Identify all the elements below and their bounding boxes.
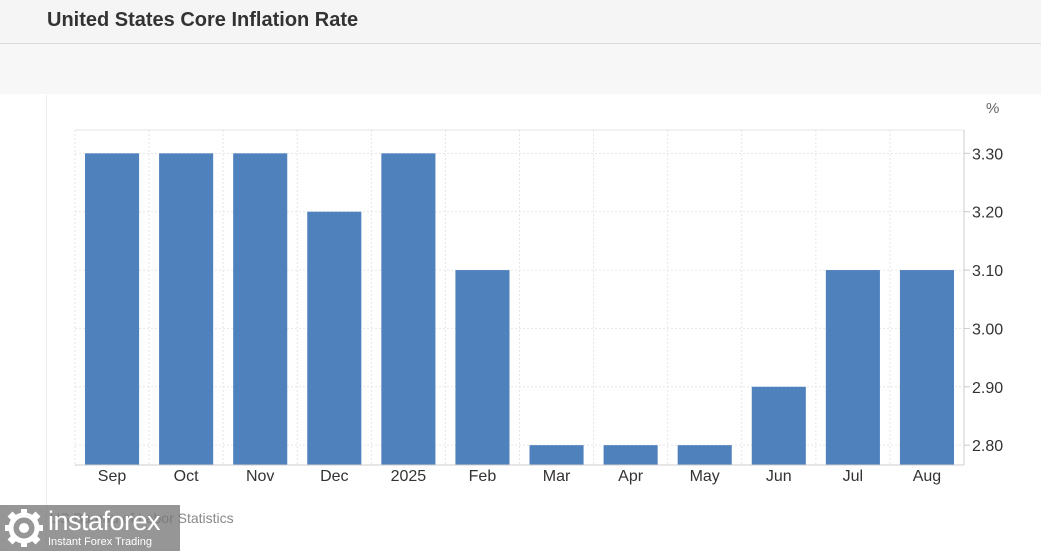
x-tick-label: Apr bbox=[618, 468, 644, 485]
x-tick-label: May bbox=[690, 468, 720, 485]
y-tick-label: 3.00 bbox=[972, 321, 1003, 338]
y-tick-label: 2.80 bbox=[972, 438, 1003, 455]
y-tick-label: 3.20 bbox=[972, 205, 1003, 222]
y-tick-label: 3.10 bbox=[972, 263, 1003, 280]
x-tick-label: Jul bbox=[843, 468, 863, 485]
page-title: United States Core Inflation Rate bbox=[47, 9, 359, 31]
y-tick-label: 3.30 bbox=[972, 146, 1003, 163]
bar-apr bbox=[603, 445, 658, 465]
x-tick-label: Mar bbox=[543, 468, 571, 485]
x-tick-label: Oct bbox=[174, 468, 199, 485]
gear-icon bbox=[5, 509, 43, 547]
bar-sep bbox=[85, 153, 140, 465]
left-divider bbox=[46, 95, 47, 551]
bar-jul bbox=[825, 270, 880, 465]
bar-aug bbox=[899, 270, 954, 465]
x-tick-label: 2025 bbox=[391, 468, 427, 485]
x-tick-label: Nov bbox=[246, 468, 274, 485]
instaforex-logo: instaforex Instant Forex Trading bbox=[0, 505, 180, 551]
bar-may bbox=[677, 445, 732, 465]
logo-tagline: Instant Forex Trading bbox=[48, 536, 152, 548]
axes bbox=[75, 130, 970, 466]
x-tick-label: Jun bbox=[766, 468, 792, 485]
x-tick-label: Dec bbox=[320, 468, 348, 485]
bar-oct bbox=[159, 153, 214, 465]
toolbar-strip bbox=[0, 44, 1041, 94]
grid-lines bbox=[74, 129, 965, 465]
header-bar: United States Core Inflation Rate bbox=[0, 0, 1041, 44]
bar-nov bbox=[233, 153, 288, 465]
bar-dec bbox=[307, 211, 362, 465]
logo-name: instaforex bbox=[48, 506, 161, 536]
x-tick-label: Sep bbox=[98, 468, 127, 485]
bar-2025 bbox=[381, 153, 436, 465]
axis-labels: 2.80 2.90 3.00 3.10 3.20 3.30% Sep Oct Nov Dec 202… bbox=[98, 100, 1003, 485]
bar-mar bbox=[529, 445, 584, 465]
bar-jun bbox=[751, 386, 806, 465]
bar-feb bbox=[455, 270, 510, 465]
bars bbox=[85, 153, 954, 465]
x-tick-label: Feb bbox=[469, 468, 497, 485]
y-tick-label: 2.90 bbox=[972, 380, 1003, 397]
y-unit-label: % bbox=[986, 100, 999, 117]
x-tick-label: Aug bbox=[913, 468, 941, 485]
